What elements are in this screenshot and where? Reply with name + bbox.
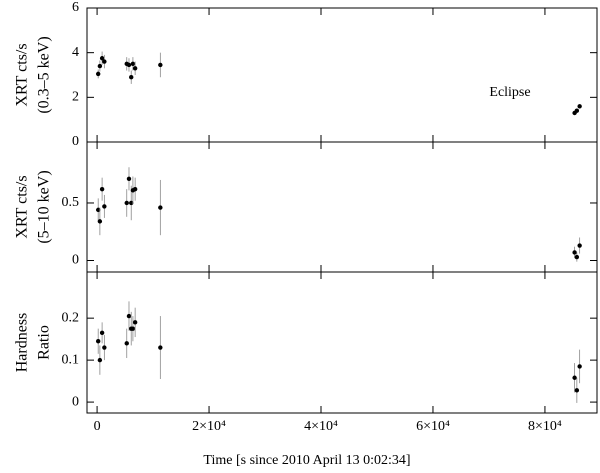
data-point (130, 61, 136, 67)
data-point (99, 56, 105, 61)
data-point (158, 62, 163, 68)
y-tick-label: 0.1 (62, 352, 80, 367)
data-point (158, 345, 163, 350)
x-tick-label: 4×10⁴ (304, 419, 338, 434)
plot-frame (86, 141, 598, 273)
annotation: Eclipse (489, 85, 530, 100)
x-tick-label: 8×10⁴ (528, 419, 562, 434)
x-tick-label: 0 (94, 419, 101, 434)
data-point (574, 108, 580, 113)
data-point (102, 59, 107, 64)
data-point (97, 357, 103, 363)
data-point (99, 330, 105, 336)
data-point (97, 63, 103, 69)
y-tick-label: 0 (72, 394, 79, 409)
data-point (129, 75, 134, 80)
data-point (577, 364, 582, 369)
data-point (572, 375, 577, 380)
y-axis-label: (5–10 keV) (36, 170, 53, 243)
data-point (126, 313, 132, 319)
y-axis-label: Ratio (36, 325, 53, 360)
x-axis-label: Time [s since 2010 April 13 0:02:34] (203, 453, 410, 468)
data-point (577, 243, 582, 248)
x-tick-label: 6×10⁴ (416, 419, 450, 434)
data-point (132, 320, 138, 325)
data-point (102, 204, 107, 209)
data-point (126, 176, 132, 182)
data-point (124, 200, 129, 206)
x-tick-label: 2×10⁴ (192, 419, 226, 434)
y-tick-label: 0.5 (62, 195, 80, 210)
y-tick-label: 2 (72, 90, 79, 105)
data-point (99, 186, 105, 192)
y-tick-label: 0 (72, 134, 79, 149)
data-point (97, 219, 103, 224)
data-point (102, 345, 107, 350)
y-axis-label: XRT cts/s (14, 175, 31, 238)
data-point (95, 71, 101, 77)
data-point (95, 207, 101, 213)
data-point (577, 104, 582, 109)
data-point (158, 205, 163, 210)
data-point (124, 341, 129, 346)
plot-frame (86, 7, 598, 143)
y-axis-label: (0.3–5 keV) (36, 36, 53, 113)
data-point (132, 186, 138, 192)
y-axis-label: XRT cts/s (14, 43, 31, 106)
y-tick-label: 6 (72, 0, 79, 15)
data-point (572, 250, 577, 255)
y-tick-label: 4 (72, 45, 79, 60)
data-point (129, 200, 134, 206)
data-point (130, 326, 136, 331)
data-point (126, 62, 132, 68)
data-point (95, 339, 101, 344)
y-tick-label: 0.2 (62, 310, 80, 325)
y-tick-label: 0 (72, 253, 79, 268)
plot-frame (86, 271, 598, 414)
data-point (132, 66, 138, 71)
data-point (574, 388, 580, 393)
data-point (574, 254, 580, 260)
y-axis-label: Hardness (14, 313, 31, 373)
